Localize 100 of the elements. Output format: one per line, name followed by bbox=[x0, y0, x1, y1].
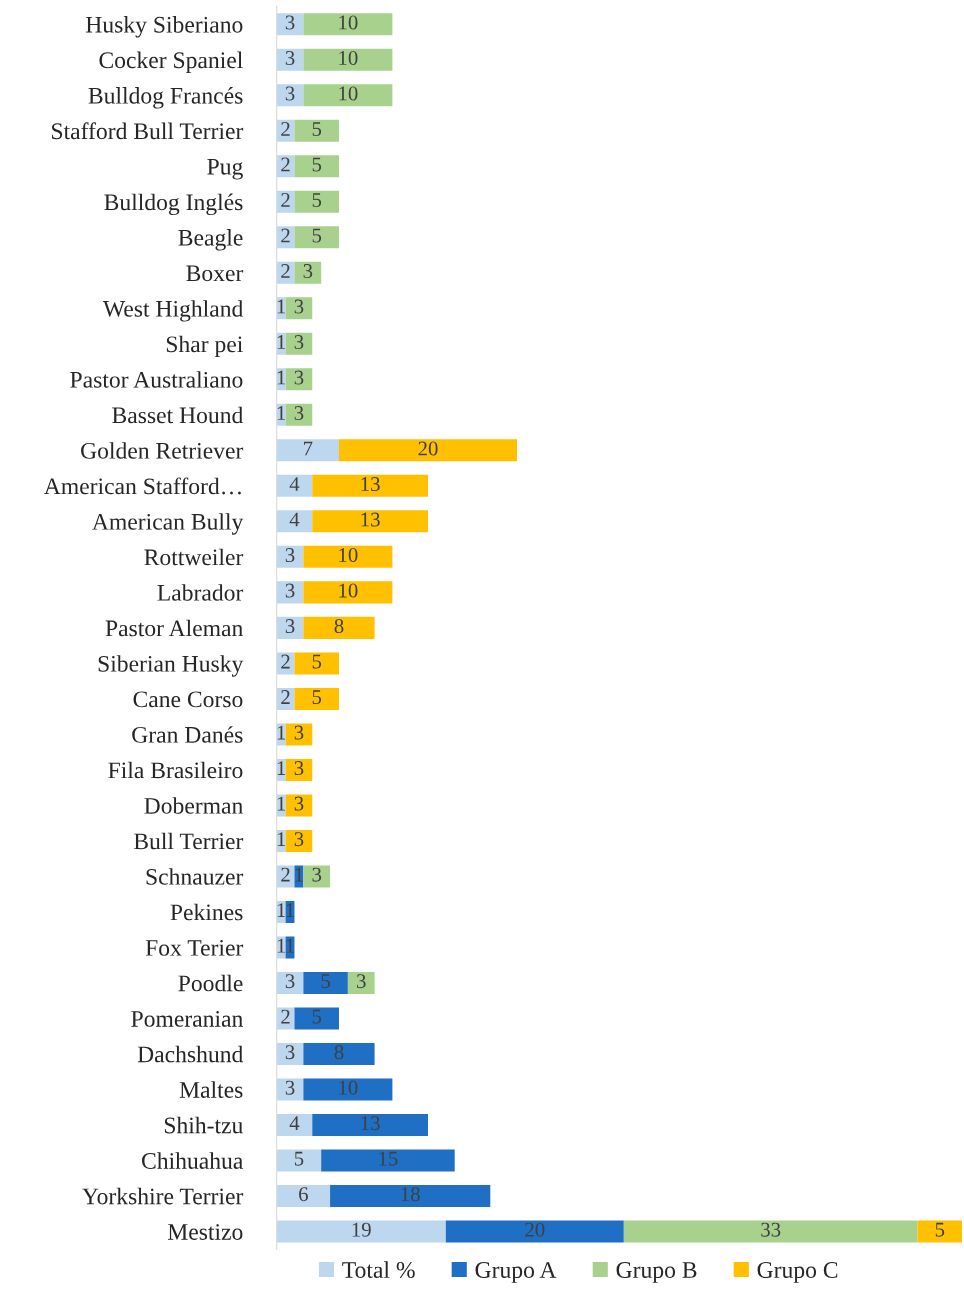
data-label: 2 bbox=[281, 122, 290, 136]
bar bbox=[623, 1220, 918, 1243]
y-tick-label: Maltes bbox=[179, 1081, 243, 1098]
bar bbox=[303, 1042, 375, 1065]
data-label: 33 bbox=[761, 1222, 781, 1237]
data-label: 5 bbox=[312, 690, 322, 705]
y-tick-label: Chihuahua bbox=[142, 1152, 244, 1169]
data-label: 2 bbox=[281, 1009, 290, 1024]
data-label: 3 bbox=[285, 86, 295, 101]
bar bbox=[312, 510, 428, 533]
bar bbox=[285, 723, 313, 746]
data-label: 3 bbox=[294, 725, 304, 740]
bar bbox=[303, 865, 331, 888]
y-tick-label: Gran Danés bbox=[132, 726, 243, 743]
data-label: 13 bbox=[361, 1116, 380, 1131]
bar bbox=[285, 332, 313, 355]
data-label: 13 bbox=[361, 477, 380, 492]
bar bbox=[276, 581, 304, 604]
y-tick-label: Beagle bbox=[178, 229, 243, 251]
data-label: 4 bbox=[289, 512, 300, 527]
data-label: 7 bbox=[303, 441, 313, 456]
data-label: 2 bbox=[281, 867, 290, 882]
data-label: 1 bbox=[277, 725, 286, 740]
bar bbox=[285, 368, 313, 391]
bar bbox=[445, 1220, 624, 1243]
bar bbox=[917, 1220, 963, 1243]
data-label: 10 bbox=[339, 583, 358, 598]
data-label: 3 bbox=[285, 15, 295, 30]
data-label: 18 bbox=[401, 1187, 420, 1202]
bar bbox=[294, 190, 339, 213]
bar bbox=[321, 1149, 455, 1172]
bar bbox=[276, 297, 286, 320]
data-label: 2 bbox=[281, 228, 290, 243]
data-label: 10 bbox=[339, 1080, 358, 1095]
data-label: 3 bbox=[285, 548, 295, 563]
data-label: 3 bbox=[294, 335, 304, 350]
data-label: 4 bbox=[289, 1116, 300, 1130]
y-tick-label: Pomeranian bbox=[131, 1011, 243, 1027]
data-label: 3 bbox=[303, 264, 313, 279]
data-label: 5 bbox=[321, 974, 331, 989]
bar bbox=[276, 794, 286, 817]
y-tick-label: Cane Corso bbox=[133, 691, 243, 708]
legend-label: Grupo C bbox=[757, 1262, 838, 1283]
data-label: 1 bbox=[277, 335, 286, 349]
data-label: 20 bbox=[525, 1222, 545, 1237]
data-label: 19 bbox=[352, 1222, 371, 1237]
data-label: 3 bbox=[294, 796, 304, 811]
bar bbox=[276, 368, 286, 391]
y-tick-label: Bull Terrier bbox=[133, 832, 244, 850]
bar bbox=[303, 1078, 393, 1101]
bar bbox=[303, 13, 393, 36]
data-label: 3 bbox=[285, 50, 295, 65]
data-label: 10 bbox=[339, 50, 358, 65]
bar bbox=[276, 439, 339, 462]
y-tick-label: American Bully bbox=[92, 513, 244, 535]
data-label: 13 bbox=[361, 512, 380, 527]
y-tick-label: Pug bbox=[207, 158, 243, 180]
bar bbox=[312, 1113, 428, 1136]
data-label: 3 bbox=[285, 974, 295, 989]
y-tick-label: Siberian Husky bbox=[98, 655, 244, 677]
bar bbox=[276, 936, 286, 959]
y-tick-label: Labrador bbox=[157, 584, 244, 601]
bar bbox=[276, 48, 304, 71]
data-label: 2 bbox=[281, 193, 290, 207]
data-label: 1 bbox=[277, 370, 286, 385]
data-label: 1 bbox=[277, 761, 286, 775]
data-label: 1 bbox=[277, 903, 286, 917]
data-label: 1 bbox=[295, 867, 303, 882]
data-label: 2 bbox=[281, 690, 290, 704]
bar bbox=[276, 1042, 304, 1065]
legend-label: Total % bbox=[342, 1261, 415, 1279]
bar bbox=[285, 758, 313, 781]
bar bbox=[294, 155, 339, 178]
data-label: 15 bbox=[379, 1151, 398, 1166]
y-tick-label: Pastor Australiano bbox=[70, 371, 243, 388]
bar bbox=[276, 616, 304, 639]
y-tick-label: Stafford Bull Terrier bbox=[52, 122, 244, 140]
bar bbox=[276, 545, 304, 568]
bar bbox=[330, 1184, 491, 1207]
data-label: 10 bbox=[339, 15, 358, 30]
data-label: 6 bbox=[299, 1187, 308, 1202]
bar bbox=[285, 297, 313, 320]
y-tick-label: Yorkshire Terrier bbox=[82, 1187, 244, 1205]
bar bbox=[276, 13, 304, 36]
y-tick-label: Rottweiler bbox=[144, 548, 244, 566]
bar bbox=[294, 652, 339, 675]
y-tick-label: American Stafford… bbox=[44, 477, 241, 495]
data-label: 3 bbox=[285, 619, 295, 634]
bar bbox=[276, 1149, 322, 1172]
bar bbox=[276, 1184, 331, 1207]
bar bbox=[294, 687, 339, 710]
y-tick-label: Dachshund bbox=[137, 1045, 244, 1063]
data-label: 20 bbox=[418, 441, 438, 456]
bar bbox=[276, 1078, 304, 1101]
data-label: 3 bbox=[285, 583, 295, 598]
bar bbox=[276, 84, 304, 107]
bar bbox=[276, 971, 304, 994]
data-label: 3 bbox=[357, 974, 366, 989]
data-label: 2 bbox=[281, 264, 290, 278]
bar bbox=[303, 48, 393, 71]
